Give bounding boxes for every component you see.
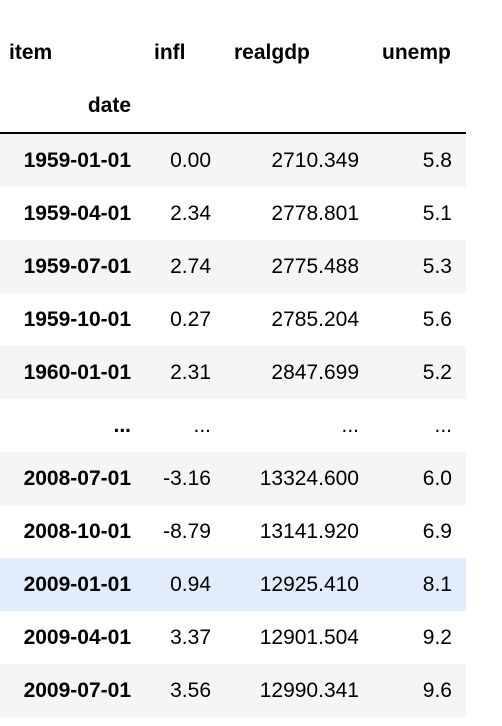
cell-unemp: ... bbox=[434, 414, 452, 437]
cell-realgdp: 2847.699 bbox=[271, 361, 359, 384]
cell-realgdp: 12990.341 bbox=[259, 679, 359, 702]
cell-realgdp: 12925.410 bbox=[259, 573, 359, 596]
cell-realgdp: 2778.801 bbox=[271, 202, 359, 225]
row-index-date: 2008-07-01 bbox=[23, 467, 131, 490]
cell-unemp: 9.2 bbox=[422, 626, 452, 649]
table-row: 2008-10-01 -8.79 13141.920 6.9 bbox=[0, 505, 466, 558]
column-header-unemp: unemp bbox=[382, 41, 451, 64]
cell-infl: -3.16 bbox=[163, 467, 211, 490]
row-index-date: 1959-10-01 bbox=[23, 308, 131, 331]
cell-infl: ... bbox=[193, 414, 211, 437]
cell-unemp: 8.1 bbox=[422, 573, 452, 596]
row-index-date: 1959-04-01 bbox=[23, 202, 131, 225]
cell-infl: 3.56 bbox=[170, 679, 211, 702]
index-header-blank bbox=[373, 79, 466, 133]
table-row: 2009-04-01 3.37 12901.504 9.2 bbox=[0, 611, 466, 664]
cell-infl: 3.37 bbox=[170, 626, 211, 649]
table-row-ellipsis: ... ... ... ... bbox=[0, 399, 466, 452]
column-header-infl: infl bbox=[154, 41, 186, 64]
cell-realgdp: ... bbox=[341, 414, 359, 437]
row-index-date: 1959-07-01 bbox=[23, 255, 131, 278]
cell-realgdp: 13324.600 bbox=[259, 467, 359, 490]
row-index-date: 1960-01-01 bbox=[23, 361, 131, 384]
cell-unemp: 5.8 bbox=[422, 149, 452, 172]
cell-infl: 2.34 bbox=[170, 202, 211, 225]
table-row: 2009-01-01 0.94 12925.410 8.1 bbox=[0, 558, 466, 611]
cell-unemp: 6.9 bbox=[422, 520, 452, 543]
cell-unemp: 5.1 bbox=[422, 202, 452, 225]
row-index-date: 1959-01-01 bbox=[23, 149, 131, 172]
row-index-date: 2009-07-01 bbox=[23, 679, 131, 702]
table-row: 1959-01-01 0.00 2710.349 5.8 bbox=[0, 133, 466, 187]
cell-realgdp: 12901.504 bbox=[259, 626, 359, 649]
cell-unemp: 9.6 bbox=[422, 679, 452, 702]
table-row: 1959-10-01 0.27 2785.204 5.6 bbox=[0, 293, 466, 346]
table-row: 2009-07-01 3.56 12990.341 9.6 bbox=[0, 664, 466, 717]
cell-realgdp: 13141.920 bbox=[259, 520, 359, 543]
cell-infl: 0.94 bbox=[170, 573, 211, 596]
cell-infl: -8.79 bbox=[163, 520, 211, 543]
table-row: 1959-07-01 2.74 2775.488 5.3 bbox=[0, 240, 466, 293]
row-index-date: 2008-10-01 bbox=[23, 520, 131, 543]
index-name-header: date bbox=[87, 94, 131, 117]
row-index-date: 2009-01-01 bbox=[23, 573, 131, 596]
column-header-row: item infl realgdp unemp bbox=[0, 26, 466, 79]
index-header-blank bbox=[145, 79, 225, 133]
index-header-blank bbox=[225, 79, 373, 133]
cell-unemp: 5.6 bbox=[422, 308, 452, 331]
table-row: 1959-04-01 2.34 2778.801 5.1 bbox=[0, 187, 466, 240]
cell-realgdp: 2785.204 bbox=[271, 308, 359, 331]
cell-realgdp: 2775.488 bbox=[271, 255, 359, 278]
index-header-row: date bbox=[0, 79, 466, 133]
cell-unemp: 6.0 bbox=[422, 467, 452, 490]
column-header-realgdp: realgdp bbox=[234, 41, 310, 64]
cell-realgdp: 2710.349 bbox=[271, 149, 359, 172]
cell-infl: 0.00 bbox=[170, 149, 211, 172]
row-index-date: ... bbox=[113, 414, 131, 437]
cell-unemp: 5.3 bbox=[422, 255, 452, 278]
cell-infl: 2.74 bbox=[170, 255, 211, 278]
dataframe-table: item infl realgdp unemp date 1959-01-01 … bbox=[0, 26, 466, 717]
cell-infl: 2.31 bbox=[170, 361, 211, 384]
table-row: 1960-01-01 2.31 2847.699 5.2 bbox=[0, 346, 466, 399]
cell-infl: 0.27 bbox=[170, 308, 211, 331]
cell-unemp: 5.2 bbox=[422, 361, 452, 384]
row-index-date: 2009-04-01 bbox=[23, 626, 131, 649]
columns-name-header: item bbox=[9, 41, 53, 64]
table-row: 2008-07-01 -3.16 13324.600 6.0 bbox=[0, 452, 466, 505]
table-body: 1959-01-01 0.00 2710.349 5.8 1959-04-01 … bbox=[0, 133, 466, 717]
